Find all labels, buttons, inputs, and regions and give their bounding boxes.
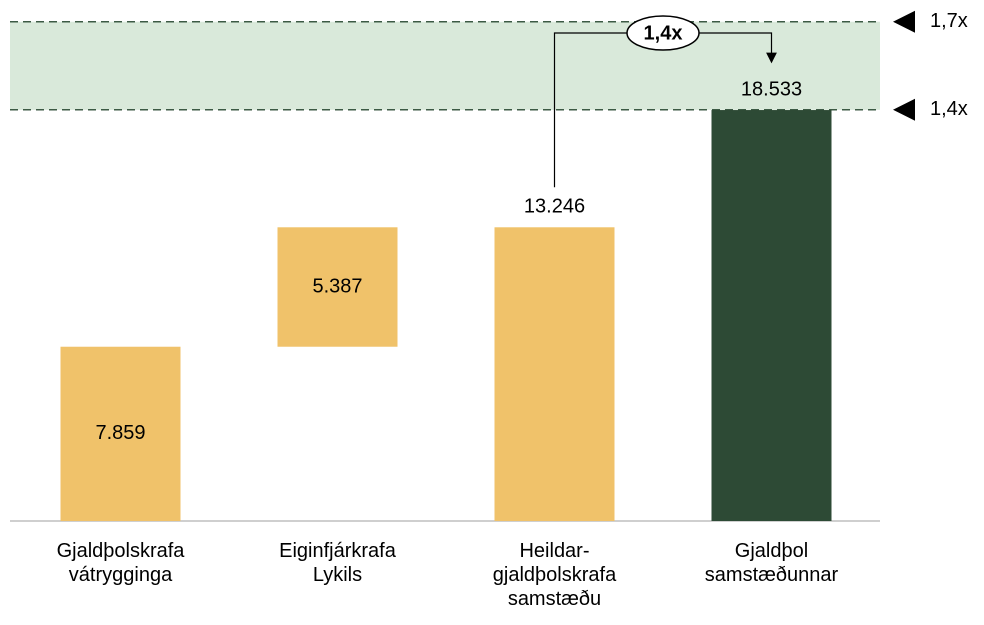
x-tick-label-line: Lykils [313, 564, 362, 586]
x-tick-label-line: samstæðunnar [705, 564, 839, 586]
x-tick-label-line: Eiginfjárkrafa [279, 540, 397, 562]
bar [60, 346, 181, 521]
value-label: 13.246 [524, 196, 585, 218]
reference-label: 1,7x [930, 10, 968, 32]
x-tick-label-line: vátrygginga [69, 564, 173, 586]
annotation-bubble [626, 15, 700, 51]
x-tick-label-line: Gjaldþol [735, 540, 808, 562]
reference-marker [893, 98, 915, 121]
bar [711, 110, 832, 521]
reference-marker [893, 10, 915, 33]
value-label: 7.859 [95, 422, 145, 444]
x-tick-label: Heildar-gjaldþolskrafa samstæðu [493, 540, 617, 610]
x-tick-label-line: samstæðu [508, 588, 601, 610]
value-label: 18.533 [741, 78, 802, 100]
bar [494, 227, 615, 521]
x-tick-label-line: Gjaldþolskrafa [57, 540, 186, 562]
x-tick-label-line: Heildar- [519, 540, 589, 562]
x-tick-label: Gjaldþol samstæðunnar [705, 540, 839, 586]
x-tick-label-line: gjaldþolskrafa [493, 564, 617, 586]
reference-band [10, 21, 880, 110]
bar [277, 227, 398, 347]
reference-label: 1,4x [930, 98, 968, 120]
annotation-text: 1,4x [644, 22, 683, 44]
value-label: 5.387 [312, 275, 362, 297]
x-tick-label: Gjaldþolskrafa vátrygginga [57, 540, 186, 586]
x-tick-label: Eiginfjárkrafa Lykils [279, 540, 397, 586]
